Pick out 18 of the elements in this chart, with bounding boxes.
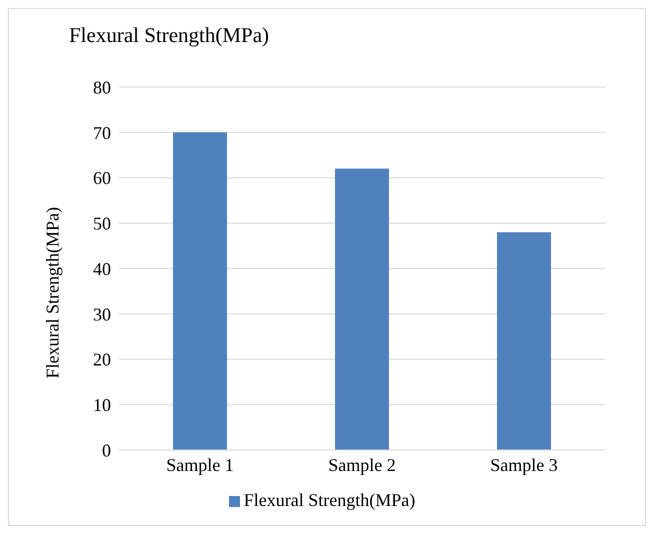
y-tick-label: 10 (93, 395, 111, 416)
y-tick-label: 30 (93, 304, 111, 324)
chart-title: Flexural Strength(MPa) (69, 23, 270, 48)
y-tick-label: 20 (93, 350, 111, 370)
x-tick-label: Sample 2 (328, 454, 396, 475)
y-tick-label: 0 (102, 440, 111, 460)
x-tick-label: Sample 1 (166, 454, 234, 475)
y-tick-label: 70 (93, 122, 111, 143)
legend-label: Flexural Strength(MPa) (244, 490, 416, 510)
bar (335, 168, 389, 450)
y-tick-label: 40 (93, 258, 111, 279)
bar (497, 232, 551, 450)
y-tick-label: 50 (93, 214, 111, 234)
x-tick-label: Sample 3 (490, 454, 558, 475)
bar (173, 132, 227, 450)
y-tick-label: 60 (93, 168, 111, 188)
y-tick-label: 80 (93, 77, 111, 98)
y-axis-title: Flexural Strength(MPa) (42, 207, 62, 378)
